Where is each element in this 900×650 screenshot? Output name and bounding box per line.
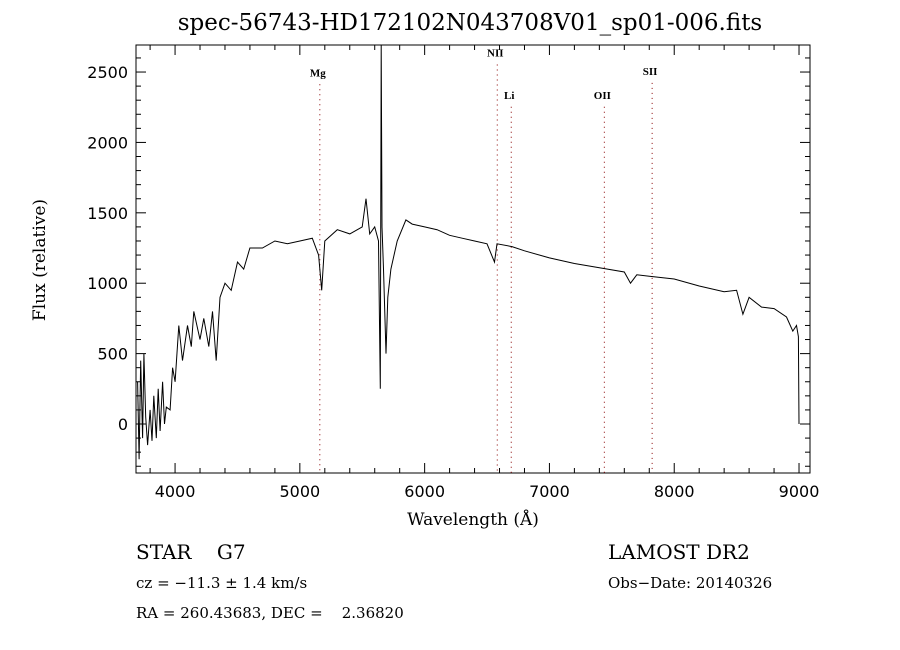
line-label-mg: Mg (310, 67, 326, 79)
y-tick-label: 1500 (87, 204, 128, 223)
x-tick-label: 8000 (654, 482, 695, 501)
line-label-sii: SII (643, 66, 658, 78)
y-tick-label: 1000 (87, 274, 128, 293)
x-tick-label: 7000 (529, 482, 570, 501)
y-tick-label: 2500 (87, 63, 128, 82)
y-axis-label: Flux (relative) (30, 198, 50, 322)
spectrum-line (137, 44, 800, 460)
line-label-nii: NII (487, 48, 504, 60)
chart-title: spec-56743-HD172102N043708V01_sp01-006.f… (177, 10, 763, 36)
object-class: STAR G7 (136, 540, 246, 564)
y-tick-label: 2000 (87, 133, 128, 152)
velocity-text: cz = −11.3 ± 1.4 km/s (136, 574, 308, 592)
line-label-li: Li (504, 90, 514, 102)
coordinates-text: RA = 260.43683, DEC = 2.36820 (136, 604, 404, 622)
x-tick-label: 6000 (404, 482, 445, 501)
y-tick-label: 0 (118, 415, 128, 434)
line-label-oii: OII (594, 90, 611, 102)
y-tick-label: 500 (97, 345, 128, 364)
x-axis-label: Wavelength (Å) (407, 510, 539, 530)
plot-frame (135, 44, 811, 474)
obs-date: Obs−Date: 20140326 (608, 574, 773, 592)
x-tick-label: 4000 (155, 482, 196, 501)
survey-label: LAMOST DR2 (608, 540, 750, 564)
x-tick-label: 9000 (779, 482, 820, 501)
x-tick-label: 5000 (279, 482, 320, 501)
